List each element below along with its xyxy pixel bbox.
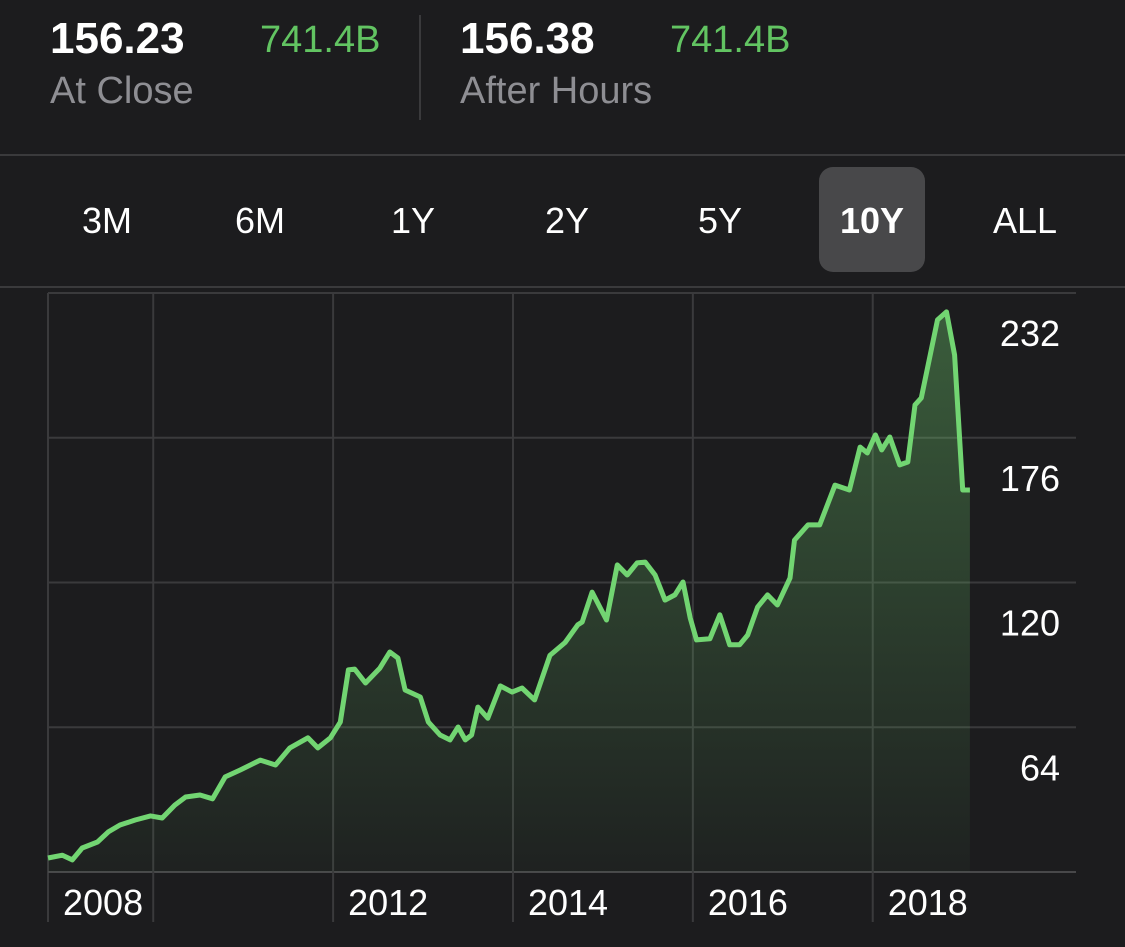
range-tab[interactable]: 2Y: [545, 200, 589, 241]
after-label: After Hours: [460, 70, 652, 112]
price-line: [47, 309, 970, 863]
y-tick-label: 176: [1000, 458, 1060, 499]
x-tick-label: 2008: [63, 882, 143, 923]
close-label: At Close: [50, 70, 194, 112]
y-tick-label: 232: [1000, 313, 1060, 354]
range-tab[interactable]: ALL: [993, 200, 1057, 241]
range-tab[interactable]: 5Y: [698, 200, 742, 241]
close-price: 156.23: [50, 14, 185, 63]
x-tick-label: 2014: [528, 882, 608, 923]
x-tick-label: 2016: [708, 882, 788, 923]
after-price: 156.38: [460, 14, 595, 63]
range-tab[interactable]: 6M: [235, 200, 285, 241]
y-tick-label: 120: [1000, 603, 1060, 644]
range-tab[interactable]: 3M: [82, 200, 132, 241]
range-tab[interactable]: 1Y: [391, 200, 435, 241]
x-tick-label: 2018: [888, 882, 968, 923]
range-tab[interactable]: 10Y: [840, 200, 904, 241]
after-cap: 741.4B: [670, 19, 790, 61]
area-fill: [48, 311, 970, 872]
y-tick-label: 64: [1020, 747, 1060, 788]
close-cap: 741.4B: [260, 19, 380, 61]
x-tick-label: 2012: [348, 882, 428, 923]
selected-tab-bg: [819, 167, 925, 272]
